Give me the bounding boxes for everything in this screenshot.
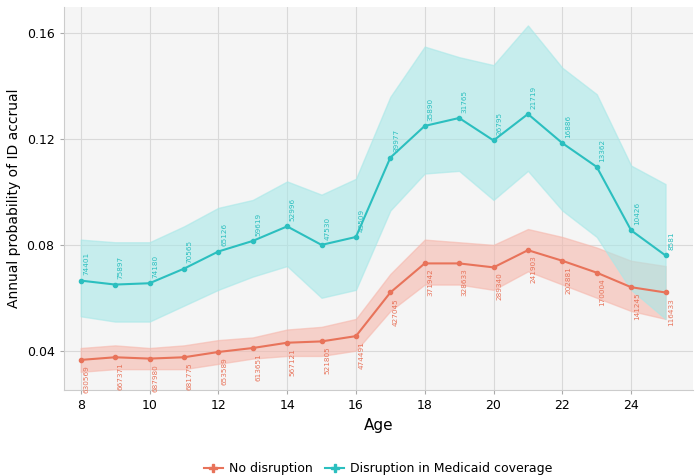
X-axis label: Age: Age (363, 418, 393, 433)
Text: 653589: 653589 (221, 357, 227, 385)
Text: 74401: 74401 (83, 252, 90, 275)
Text: 21719: 21719 (531, 86, 537, 109)
Text: 170004: 170004 (599, 278, 605, 306)
Text: 474491: 474491 (358, 341, 365, 369)
Text: 74180: 74180 (153, 255, 158, 278)
Text: 687980: 687980 (153, 364, 158, 392)
Text: 371942: 371942 (428, 268, 433, 297)
Y-axis label: Annual probability of ID accrual: Annual probability of ID accrual (7, 89, 21, 308)
Text: 427045: 427045 (393, 298, 399, 326)
Text: 613651: 613651 (256, 353, 262, 381)
Text: 43509: 43509 (358, 208, 365, 232)
Text: 667371: 667371 (118, 363, 124, 390)
Text: 52996: 52996 (290, 198, 296, 221)
Text: 10426: 10426 (634, 202, 640, 225)
Legend: No disruption, Disruption in Medicaid coverage: No disruption, Disruption in Medicaid co… (199, 457, 558, 476)
Text: 65126: 65126 (221, 223, 227, 246)
Text: 75897: 75897 (118, 256, 124, 279)
Text: 289340: 289340 (496, 273, 503, 300)
Text: 70565: 70565 (187, 240, 192, 263)
Text: 202881: 202881 (565, 266, 571, 294)
Text: 521805: 521805 (324, 347, 330, 375)
Text: 116433: 116433 (668, 298, 674, 326)
Text: 141245: 141245 (634, 292, 640, 320)
Text: 26795: 26795 (496, 112, 503, 135)
Text: 630569: 630569 (83, 365, 90, 393)
Text: 328633: 328633 (462, 268, 468, 297)
Text: 16886: 16886 (565, 115, 571, 138)
Text: 567121: 567121 (290, 348, 296, 376)
Text: 59619: 59619 (256, 212, 262, 236)
Text: 8581: 8581 (668, 232, 674, 250)
Text: 35890: 35890 (428, 98, 433, 120)
Text: 47530: 47530 (324, 217, 330, 239)
Text: 241903: 241903 (531, 256, 537, 283)
Text: 39977: 39977 (393, 129, 399, 152)
Text: 13362: 13362 (599, 139, 605, 162)
Text: 681775: 681775 (187, 363, 192, 390)
Text: 31765: 31765 (462, 89, 468, 113)
